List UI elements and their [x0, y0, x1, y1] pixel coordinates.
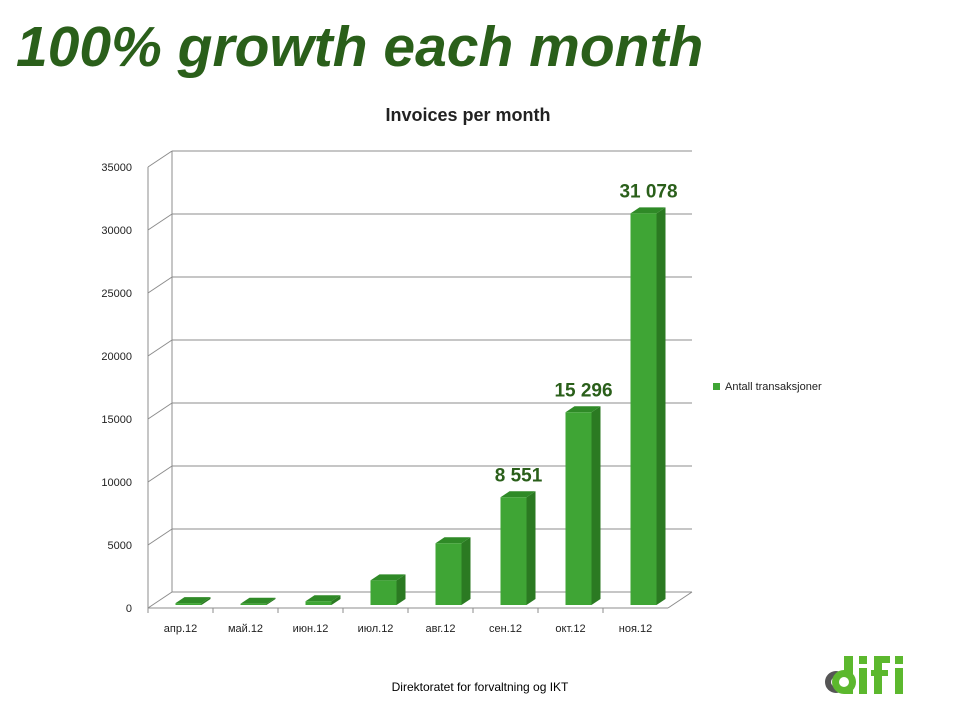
bar-front [370, 580, 397, 605]
bar-side [526, 491, 536, 605]
bar-top [500, 491, 536, 498]
bar-top [370, 574, 406, 581]
y-tick-label: 25000 [101, 288, 132, 300]
bar-front [435, 543, 462, 605]
x-tick-label: июн.12 [293, 623, 329, 635]
logo-i-stem [859, 668, 867, 694]
x-tick-label: ноя.12 [619, 623, 652, 635]
chart-title: Invoices per month [385, 105, 550, 125]
gridline-side [147, 339, 173, 357]
data-label: 15 296 [554, 380, 612, 401]
floor-edge [667, 591, 693, 609]
difi-logo [825, 656, 903, 694]
x-tick-label: май.12 [228, 623, 263, 635]
bar-side [591, 406, 601, 605]
y-tick-label: 35000 [101, 162, 132, 174]
gridline-side [147, 528, 173, 546]
x-tick-label: окт.12 [555, 623, 585, 635]
bar [500, 491, 536, 605]
y-tick-label: 15000 [101, 414, 132, 426]
gridline-side [147, 591, 173, 609]
y-tick-label: 10000 [101, 477, 132, 489]
legend: Antall transaksjoner [713, 381, 822, 393]
bar-top [565, 406, 601, 413]
bar-side [656, 207, 666, 605]
legend-label: Antall transaksjoner [725, 381, 822, 393]
axes [147, 151, 693, 613]
bar-front [175, 603, 202, 605]
gridlines [147, 150, 692, 609]
logo-f-stem [874, 660, 882, 694]
x-tick-label: июл.12 [358, 623, 394, 635]
bar-top [240, 597, 276, 604]
y-tick-label: 20000 [101, 351, 132, 363]
bar [305, 595, 341, 605]
logo-i-dot [859, 656, 867, 664]
bar [240, 597, 276, 605]
bar-top [630, 207, 666, 214]
logo-f-bar [871, 670, 888, 676]
logo-f-top [874, 656, 890, 663]
bar [435, 537, 471, 605]
bar-top [175, 597, 211, 604]
bar-side [201, 597, 211, 605]
bars [175, 207, 666, 605]
bar-front [630, 213, 657, 605]
bar-side [461, 537, 471, 605]
legend-swatch [713, 383, 720, 390]
bar-side [331, 595, 341, 605]
y-tick-label: 5000 [108, 540, 132, 552]
bar [175, 597, 211, 605]
data-labels: 8 551 15 296 31 078 [495, 181, 678, 486]
bar-side [266, 597, 276, 605]
gridline-side [147, 465, 173, 483]
bar-side [396, 574, 406, 605]
bar-front [240, 603, 267, 605]
tick-labels: 0 5000 10000 15000 20000 25000 30000 35000 апр.1… [101, 162, 652, 635]
gridline-side [147, 402, 173, 420]
bar-top [435, 537, 471, 544]
x-tick-label: апр.12 [164, 623, 197, 635]
y-tick-label: 0 [126, 603, 132, 615]
footer-text: Direktoratet for forvaltning og IKT [391, 680, 569, 694]
data-label: 8 551 [495, 465, 543, 486]
data-label: 31 078 [619, 181, 677, 202]
bar [565, 406, 601, 605]
bar-front [500, 497, 527, 605]
y-tick-label: 30000 [101, 225, 132, 237]
logo-i2-stem [895, 668, 903, 694]
x-tick-label: авг.12 [426, 623, 456, 635]
bar-top [305, 595, 341, 602]
gridline-side [147, 276, 173, 294]
gridline-side [147, 150, 173, 168]
bar [370, 574, 406, 605]
logo-i2-dot [895, 656, 903, 664]
logo-d-counter [839, 677, 849, 687]
slide-title: 100% growth each month [16, 15, 704, 79]
x-tick-label: сен.12 [489, 623, 522, 635]
bar-front [305, 601, 332, 605]
bar-front [565, 412, 592, 605]
bar [630, 207, 666, 605]
gridline-side [147, 213, 173, 231]
